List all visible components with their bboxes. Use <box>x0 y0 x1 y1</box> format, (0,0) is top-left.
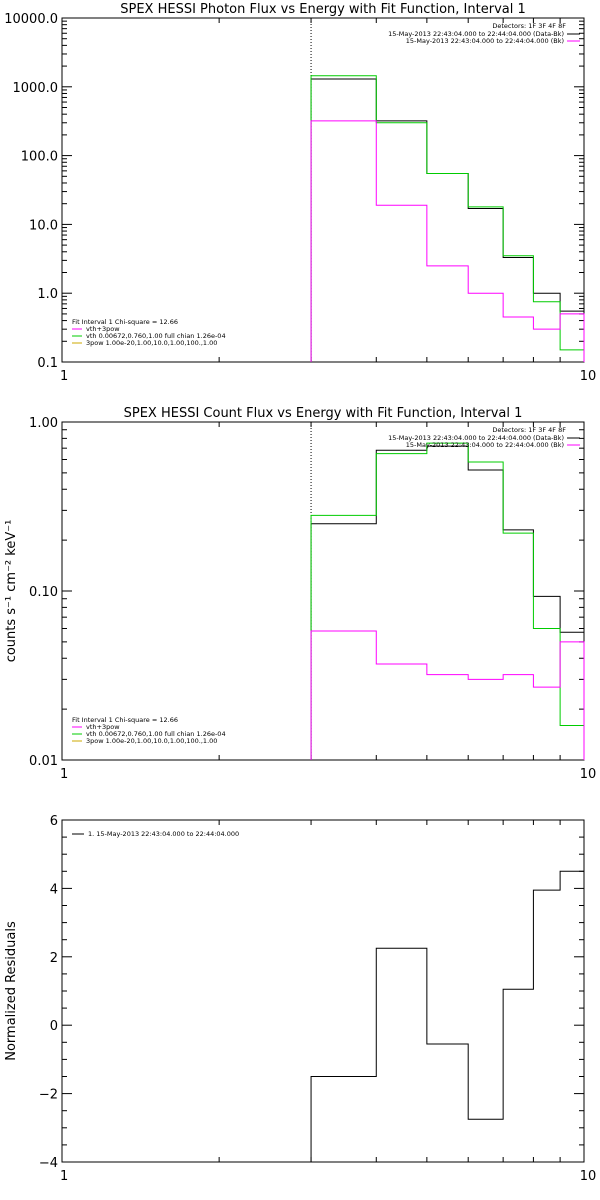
y-tick-label: 1000.0 <box>13 81 59 96</box>
x-tick-label: 1 <box>60 1169 68 1184</box>
y-tick-label: −2 <box>39 1088 58 1103</box>
y-tick-label: 0.01 <box>29 754 58 769</box>
x-tick-label: 1 <box>60 767 68 782</box>
series-line <box>310 870 585 1162</box>
fit-legend-label: 3pow 1.00e-20,1.00,10.0,1.00,100.,1.00 <box>86 339 217 347</box>
detectors-label: Detectors: 1F 3F 4F 8F <box>492 22 566 30</box>
x-tick-label: 10 <box>580 369 597 384</box>
residuals-panel: Normalized Residuals 1 10 −4 −2 0 2 4 6 1. 15-May… <box>4 814 596 1184</box>
y-axis-label: counts s⁻¹ cm⁻² keV⁻¹ <box>4 520 19 663</box>
y-tick-label: 1.0 <box>37 287 58 302</box>
legend-entry-label: 15-May-2013 22:43:04.000 to 22:44:04.000… <box>388 434 564 442</box>
y-tick-label: 6 <box>50 814 58 829</box>
x-tick-label: 1 <box>60 369 68 384</box>
y-tick-label: 10000.0 <box>4 12 58 27</box>
series-line <box>310 442 585 760</box>
series-line <box>310 630 585 760</box>
y-tick-label: −4 <box>39 1156 58 1171</box>
legend-entry-label: 15-May-2013 22:43:04.000 to 22:44:04.000… <box>406 441 564 449</box>
plot-frame <box>61 421 585 761</box>
fit-legend-label: vth+3pow <box>86 325 120 333</box>
fit-legend-label: vth 0.00672,0.760,1.00 full chian 1.26e-… <box>86 730 226 738</box>
fit-legend-label: vth 0.00672,0.760,1.00 full chian 1.26e-… <box>86 332 226 340</box>
legend-entry-label: 1. 15-May-2013 22:43:04.000 to 22:44:04.… <box>88 830 239 838</box>
chart-title: SPEX HESSI Photon Flux vs Energy with Fi… <box>120 2 526 17</box>
fit-legend-header: Fit Interval 1 Chi-square = 12.66 <box>72 716 178 724</box>
series-line <box>310 445 585 760</box>
series-line <box>310 75 585 362</box>
fit-legend-label: 3pow 1.00e-20,1.00,10.0,1.00,100.,1.00 <box>86 737 217 745</box>
x-tick-label: 10 <box>580 767 597 782</box>
y-tick-label: 2 <box>50 951 58 966</box>
plot-frame <box>61 819 585 1163</box>
plot-frame <box>61 17 585 363</box>
count-flux-panel: SPEX HESSI Count Flux vs Energy with Fit… <box>4 406 596 782</box>
detectors-label: Detectors: 1F 3F 4F 8F <box>492 426 566 434</box>
photon-flux-panel: SPEX HESSI Photon Flux vs Energy with Fi… <box>4 2 596 384</box>
legend-entry-label: 15-May-2013 22:43:04.000 to 22:44:04.000… <box>388 30 564 38</box>
fit-legend-label: vth+3pow <box>86 723 120 731</box>
series-line <box>310 120 585 362</box>
x-tick-label: 10 <box>580 1169 597 1184</box>
legend-entry-label: 15-May-2013 22:43:04.000 to 22:44:04.000… <box>406 37 564 45</box>
y-tick-label: 100.0 <box>21 150 58 165</box>
y-tick-label: 10.0 <box>29 218 58 233</box>
y-tick-label: 1.00 <box>29 416 58 431</box>
fit-legend-header: Fit Interval 1 Chi-square = 12.66 <box>72 318 178 326</box>
y-axis-label: Normalized Residuals <box>4 921 19 1061</box>
y-tick-label: 0.1 <box>37 356 58 371</box>
series-line <box>310 78 585 362</box>
chart-title: SPEX HESSI Count Flux vs Energy with Fit… <box>124 406 523 421</box>
y-tick-label: 0 <box>50 1019 58 1034</box>
y-tick-label: 4 <box>50 882 58 897</box>
y-tick-label: 0.10 <box>29 585 58 600</box>
